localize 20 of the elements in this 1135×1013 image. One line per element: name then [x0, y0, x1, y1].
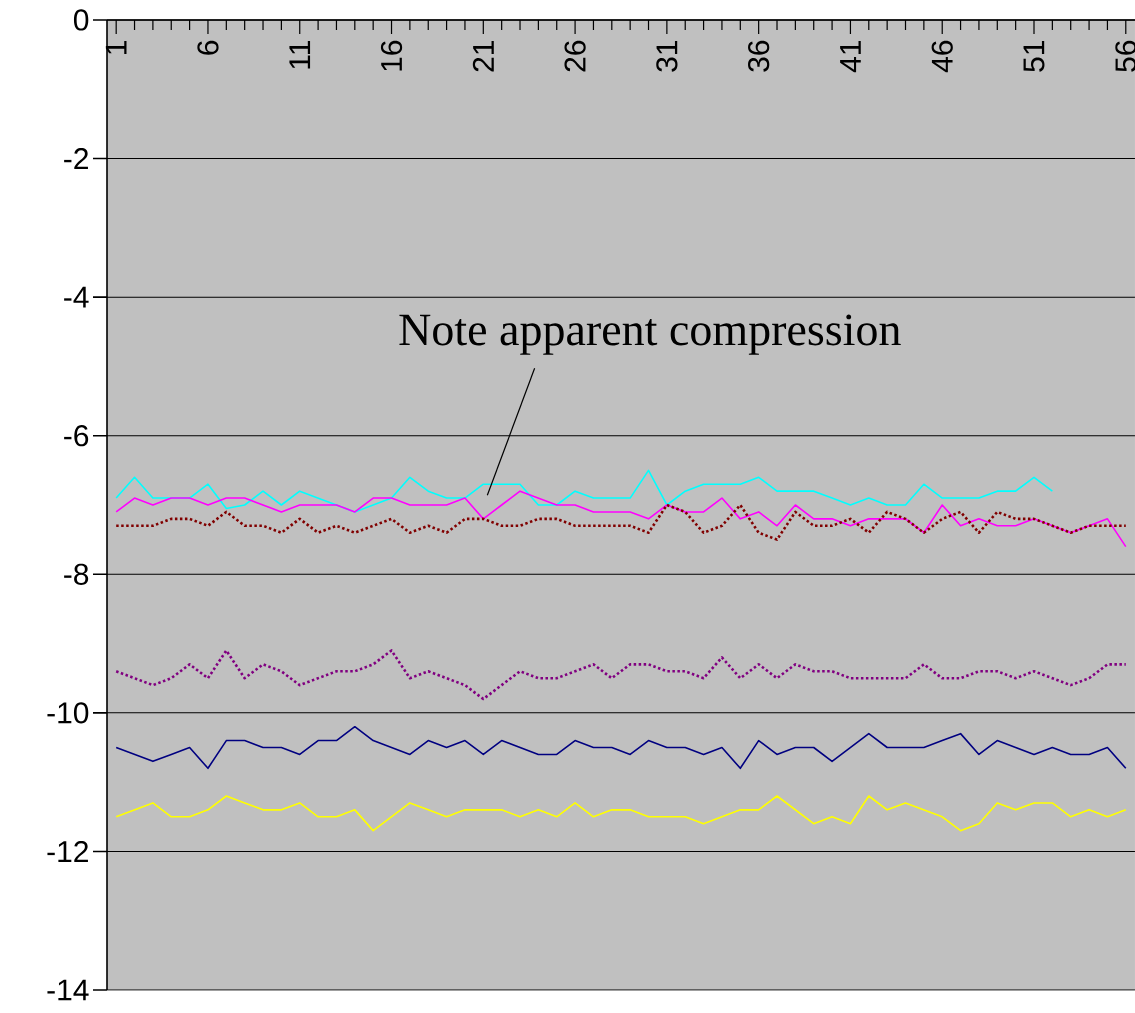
y-tick-label: 0: [73, 9, 89, 31]
x-tick-label: 41: [840, 40, 861, 73]
x-tick-label: 31: [656, 40, 678, 72]
y-tick-label: -10: [47, 702, 89, 724]
x-tick-label: 6: [197, 40, 219, 55]
y-tick-label: -12: [47, 840, 88, 862]
y-tick-label: -6: [64, 425, 89, 447]
x-tick-label: 36: [748, 40, 770, 72]
y-tick-label: -14: [47, 979, 89, 1001]
annotation: Note apparent compression: [399, 314, 901, 355]
x-tick-label: 21: [472, 40, 494, 72]
x-tick-label: 11: [289, 40, 311, 69]
x-tick-label: 51: [1023, 40, 1045, 72]
x-tick-label: 26: [564, 40, 586, 72]
x-tick-label: 1: [105, 40, 127, 54]
y-tick-label: -2: [64, 148, 88, 170]
y-tick-label: -4: [64, 286, 89, 308]
x-tick-label: 16: [380, 40, 403, 71]
y-tick-label: -8: [64, 563, 89, 585]
x-tick-label: 46: [931, 40, 953, 73]
